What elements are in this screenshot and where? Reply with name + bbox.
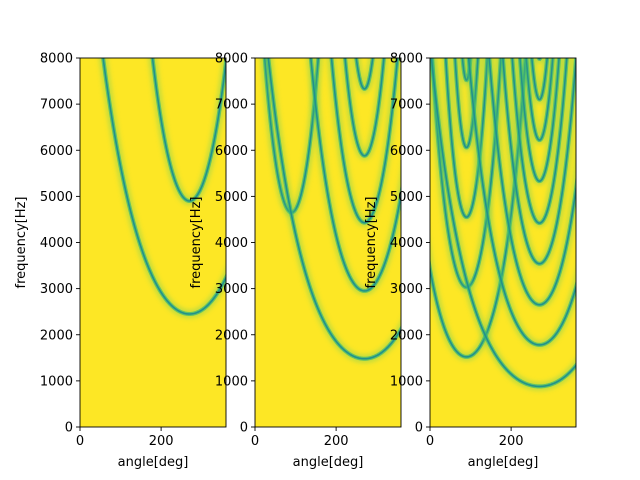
- y-tick-label: 5000: [215, 190, 248, 205]
- y-tick-label: 8000: [390, 52, 423, 67]
- y-tick-label: 2000: [40, 328, 73, 343]
- y-tick-label: 7000: [390, 98, 423, 113]
- x-tick-label: 200: [499, 434, 524, 449]
- y-tick-label: 8000: [215, 52, 248, 67]
- y-tick-label: 5000: [390, 190, 423, 205]
- notch-line-3: [64, 0, 242, 44]
- notch-curves: [430, 58, 576, 391]
- y-tick-label: 3000: [390, 282, 423, 297]
- notch-band-3: [64, 0, 242, 44]
- notch-line-14: [537, 58, 542, 60]
- y-tick-label: 2000: [390, 328, 423, 343]
- x-tick-label: 200: [324, 434, 349, 449]
- y-tick-label: 1000: [215, 374, 248, 389]
- notch-line-2: [151, 58, 226, 202]
- y-tick-label: 3000: [40, 282, 73, 297]
- notch-line-2: [431, 58, 502, 289]
- notch-line-9: [502, 58, 576, 265]
- y-tick-label: 4000: [215, 236, 248, 251]
- y-tick-label: 7000: [40, 98, 73, 113]
- notch-line-4: [330, 58, 399, 224]
- y-tick-label: 4000: [390, 236, 423, 251]
- y-tick-label: 1000: [390, 374, 423, 389]
- y-tick-label: 2000: [215, 328, 248, 343]
- y-tick-label: 5000: [40, 190, 73, 205]
- y-tick-label: 6000: [390, 144, 423, 159]
- notch-line-3: [310, 58, 401, 292]
- subplot-3: 0 1000 2000 3000 4000 5000 6000 7000 8000 0 200 ang…: [364, 52, 577, 470]
- x-axis-label: angle[deg]: [293, 455, 364, 470]
- notch-line-8: [488, 58, 576, 306]
- y-axis-label: frequency[Hz]: [364, 197, 379, 289]
- x-axis-label: angle[deg]: [118, 455, 189, 470]
- y-tick-label: 1000: [40, 374, 73, 389]
- y-tick-label: 0: [240, 421, 248, 436]
- y-tick-label: 6000: [215, 144, 248, 159]
- y-tick-label: 3000: [215, 282, 248, 297]
- notch-curves: [64, 0, 242, 319]
- notch-band-14: [536, 58, 543, 62]
- x-tick-label: 0: [426, 434, 434, 449]
- y-tick-label: 7000: [215, 98, 248, 113]
- y-axis-label: frequency[Hz]: [14, 197, 29, 289]
- y-axis-label: frequency[Hz]: [189, 197, 204, 289]
- y-tick-label: 8000: [40, 52, 73, 67]
- notch-line-10: [511, 58, 568, 224]
- x-axis-label: angle[deg]: [468, 455, 539, 470]
- y-tick-label: 0: [415, 421, 423, 436]
- notch-line-6: [430, 58, 576, 388]
- notch-line-7: [467, 58, 576, 346]
- x-tick-label: 200: [149, 434, 174, 449]
- y-tick-label: 4000: [40, 236, 73, 251]
- y-tick-label: 0: [65, 421, 73, 436]
- notch-curves: [260, 58, 401, 364]
- notch-line-2: [267, 58, 401, 360]
- heatmap-background: [80, 58, 226, 427]
- notch-line-1: [263, 58, 320, 214]
- x-tick-label: 0: [76, 434, 84, 449]
- notch-glow-14: [533, 58, 546, 64]
- notch-line-1: [102, 58, 226, 315]
- y-tick-label: 6000: [40, 144, 73, 159]
- notch-glow-3: [64, 0, 242, 44]
- x-tick-label: 0: [251, 434, 259, 449]
- subplot-2: 0 1000 2000 3000 4000 5000 6000 7000 8000 0 200 ang…: [189, 52, 402, 470]
- subplot-1: 0 1000 2000 3000 4000 5000 6000 7000 8000 0 200 ang…: [14, 0, 242, 470]
